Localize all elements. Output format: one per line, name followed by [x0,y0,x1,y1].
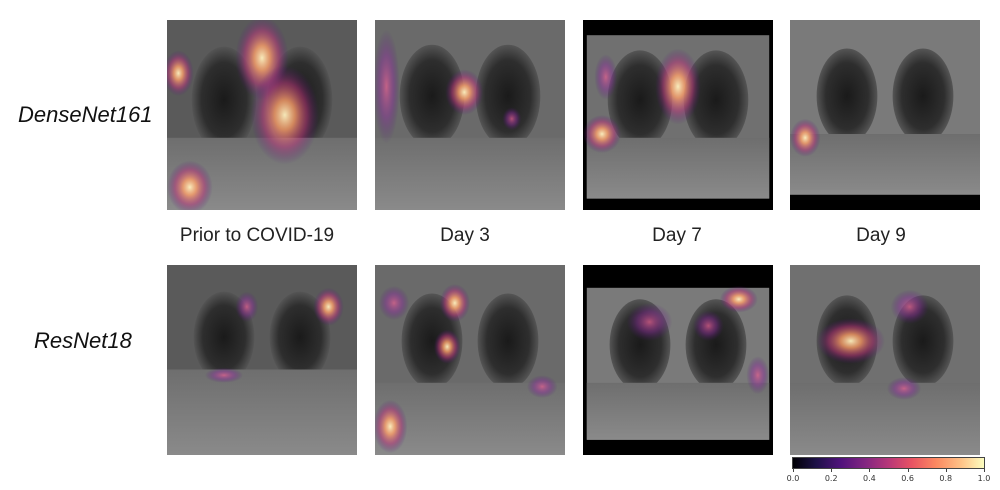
colorbar-tick-label: 0.2 [824,474,838,483]
xray-heatmap-densenet161-day-9 [790,20,980,210]
row-label-densenet161: DenseNet161 [18,102,153,127]
row-label-resnet18: ResNet18 [34,328,132,353]
colorbar-tick-mark [907,469,909,472]
colorbar-tick-mark [984,469,985,472]
colorbar [792,457,985,469]
column-label-prior: Prior to COVID-19 [179,225,335,246]
colorbar-tick-mark [869,469,871,472]
colorbar-tick-label: 1.0 [977,474,991,483]
column-label-day-9: Day 9 [856,225,906,246]
xray-heatmap-densenet161-prior [167,20,357,210]
column-label-day-3: Day 3 [440,225,490,246]
xray-heatmap-resnet18-day-7 [583,265,773,455]
xray-heatmap-resnet18-day-3 [375,265,565,455]
colorbar-tick-label: 0.0 [786,474,800,483]
colorbar-tick-mark [831,469,833,472]
xray-heatmap-resnet18-prior [167,265,357,455]
xray-heatmap-densenet161-day-3 [375,20,565,210]
xray-heatmap-densenet161-day-7 [583,20,773,210]
colorbar-tick-label: 0.6 [901,474,914,483]
colorbar-tick-label: 0.8 [939,474,953,483]
colorbar-tick-mark [793,469,794,472]
xray-heatmap-resnet18-day-9 [790,265,980,455]
colorbar-tick-mark [945,469,947,472]
colorbar-tick-label: 0.4 [863,474,876,483]
column-label-day-7: Day 7 [652,225,702,246]
